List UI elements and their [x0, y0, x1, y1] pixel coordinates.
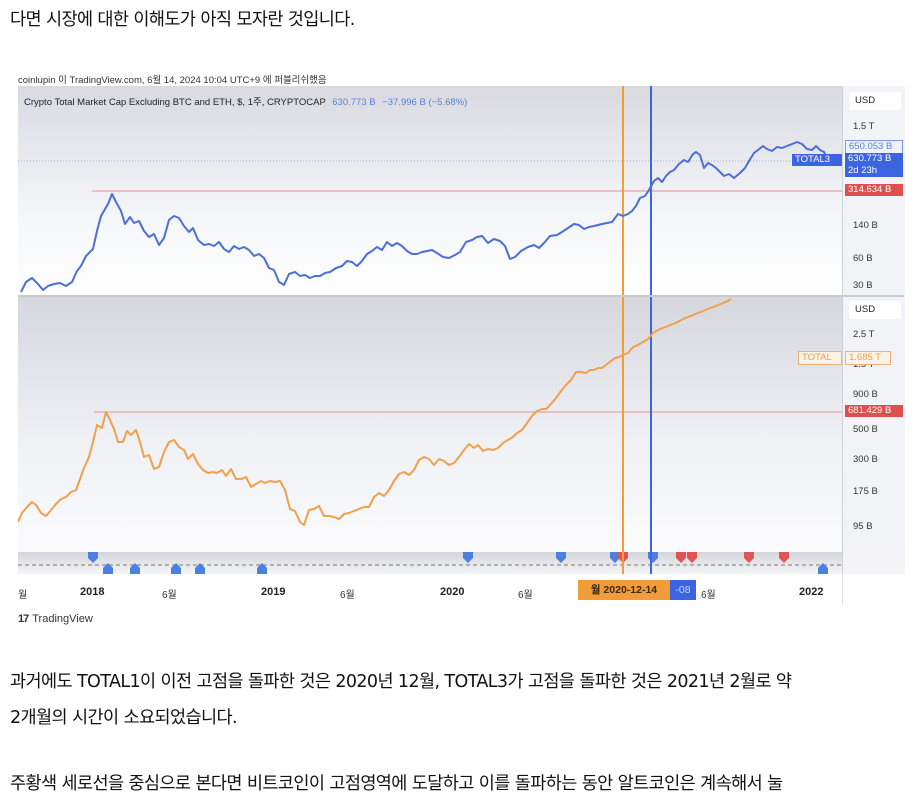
total-line-chart — [18, 297, 842, 552]
y-tick: 95 B — [853, 521, 873, 532]
y-tick: 1.5 T — [853, 121, 875, 132]
pane-divider[interactable] — [18, 295, 904, 297]
currency-selector[interactable]: USD — [849, 92, 901, 110]
last-price-label-total: 1.685 T — [845, 351, 891, 365]
legend-title: Crypto Total Market Cap Excluding BTC an… — [24, 97, 326, 108]
legend-change: −37.996 B (−5.68%) — [382, 97, 468, 108]
orange-cursor-date-label: 월 2020-12-14 — [578, 580, 670, 600]
currency-selector[interactable]: USD — [849, 301, 901, 319]
tradingview-chart[interactable]: Crypto Total Market Cap Excluding BTC an… — [18, 86, 905, 606]
signal-markers-down-red — [618, 552, 789, 563]
legend-value: 630.773 B — [332, 97, 376, 108]
tradingview-logo[interactable]: 17 TradingView — [18, 613, 93, 625]
total-pane[interactable] — [18, 297, 842, 552]
signals-pane[interactable] — [18, 552, 842, 574]
article-paragraph-1-line-2: 2개월의 시간이 소요되었습니다. — [10, 708, 238, 728]
symbol-label-total: TOTAL — [798, 351, 842, 365]
last-price-value: 630.773 B — [848, 153, 892, 164]
y-tick: 2.5 T — [853, 329, 875, 340]
x-tick: 2018 — [80, 586, 105, 598]
article-paragraph-1-line-1: 과거에도 TOTAL1이 이전 고점을 돌파한 것은 2020년 12월, TO… — [10, 672, 792, 692]
total-series — [18, 298, 732, 526]
level-label-top: 314.634 B — [845, 184, 903, 196]
candle-countdown: 2d 23h — [848, 165, 878, 176]
y-tick: 900 B — [853, 389, 878, 400]
y-tick: 140 B — [853, 220, 878, 231]
total3-line-chart — [18, 86, 842, 295]
y-tick: 175 B — [853, 486, 878, 497]
signals-scale — [842, 552, 905, 574]
y-tick: 60 B — [853, 253, 873, 264]
level-label-bottom: 681.429 B — [845, 405, 903, 417]
tradingview-mark-icon: 17 — [18, 613, 29, 625]
time-axis-corner — [842, 574, 905, 606]
x-tick: 2019 — [261, 586, 286, 598]
x-tick: 6월 — [162, 590, 177, 601]
chart-legend: Crypto Total Market Cap Excluding BTC an… — [24, 94, 467, 108]
x-tick: 2022 — [799, 586, 824, 598]
tradingview-logo-text: TradingView — [32, 613, 93, 625]
article-paragraph-top: 다면 시장에 대한 이해도가 아직 모자란 것입니다. — [10, 10, 355, 30]
prev-close-label: 650.053 B — [845, 140, 903, 154]
total3-series — [20, 141, 827, 293]
last-price-label: 630.773 B 2d 23h — [845, 153, 903, 177]
total-price-scale[interactable]: USD 2.5 T 1.5 T 900 B 500 B 300 B 175 B … — [842, 297, 905, 552]
blue-cursor-date-label: -08 — [670, 580, 696, 600]
time-axis[interactable]: 월 2018 6월 2019 6월 2020 6월 6월 2022 월 2020… — [18, 574, 842, 606]
article-paragraph-2-line-1: 주황색 세로선을 중심으로 본다면 비트코인이 고점영역에 도달하고 이를 돌파… — [10, 774, 783, 794]
symbol-label-total3: TOTAL3 — [792, 154, 842, 166]
y-tick: 500 B — [853, 424, 878, 435]
signal-markers-up-blue — [103, 563, 828, 574]
signal-markers-down-blue — [88, 552, 658, 563]
x-tick: 월 — [18, 590, 28, 601]
chart-credit: coinlupin 이 TradingView.com, 6월 14, 2024… — [18, 75, 327, 86]
y-tick: 300 B — [853, 454, 878, 465]
x-tick: 6월 — [340, 590, 355, 601]
y-tick: 30 B — [853, 280, 873, 291]
x-tick: 6월 — [701, 590, 716, 601]
signals-strip — [18, 552, 842, 574]
x-tick: 6월 — [518, 590, 533, 601]
total3-pane[interactable]: Crypto Total Market Cap Excluding BTC an… — [18, 86, 842, 295]
x-tick: 2020 — [440, 586, 465, 598]
